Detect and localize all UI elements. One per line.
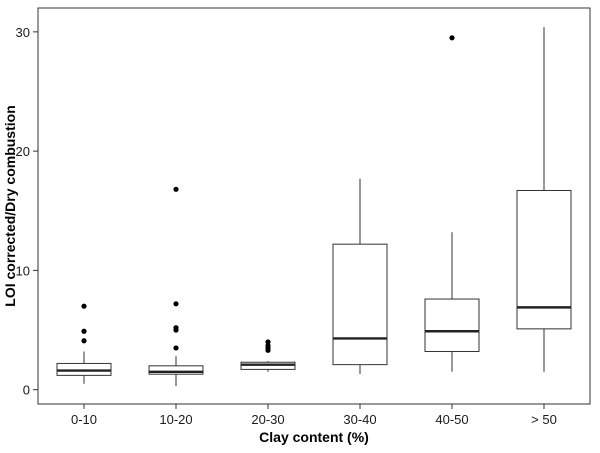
outlier-point [173,345,179,351]
outlier-point [81,328,87,334]
outlier-point [173,301,179,307]
box-group [516,27,572,372]
x-tick-label: 20-30 [251,412,284,427]
y-axis: 0 10 20 30 [16,25,38,398]
x-tick-label: 30-40 [343,412,376,427]
outlier-point [173,186,179,192]
x-axis: 0-10 10-20 20-30 30-40 40-50 > 50 [71,404,557,427]
outlier-point [81,303,87,309]
y-tick-label: 30 [16,25,30,40]
box-iqr [516,189,572,330]
y-tick-label: 0 [23,383,30,398]
box-group [424,35,480,372]
outlier-point [81,338,87,344]
x-axis-title: Clay content (%) [259,429,369,445]
outlier-point [265,342,271,349]
boxes [56,27,572,387]
outlier-point [449,35,455,41]
y-tick-label: 20 [16,144,30,159]
box-group [148,186,204,387]
x-tick-label: 10-20 [159,412,192,427]
outlier-point [265,339,271,345]
box-group [332,178,388,375]
x-tick-label: 40-50 [435,412,468,427]
box-group [56,303,112,384]
box-iqr [332,243,388,366]
plot-panel [37,7,591,405]
x-tick-label: 0-10 [71,412,97,427]
box-iqr [424,298,480,353]
y-tick-label: 10 [16,263,30,278]
outlier-point [173,325,179,331]
y-axis-title: LOI corrected/Dry combustion [2,105,18,306]
box-group [240,339,296,372]
x-tick-label: > 50 [531,412,557,427]
box-iqr [148,365,204,375]
